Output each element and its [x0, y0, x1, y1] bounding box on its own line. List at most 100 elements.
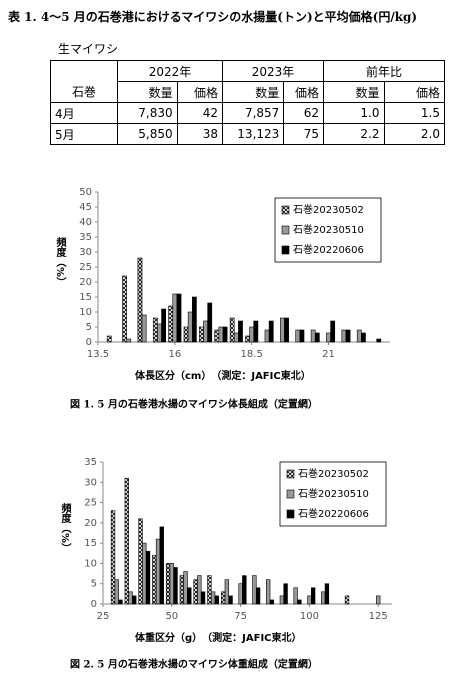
cell: 2.2 [323, 123, 385, 145]
bar [193, 579, 198, 605]
legend-swatch [281, 205, 290, 215]
y-tick-label: 45 [79, 202, 92, 213]
bar [321, 591, 326, 605]
column-header: 価格 [176, 81, 224, 103]
y-tick-label: 0 [91, 599, 97, 610]
bar [326, 332, 331, 343]
bar [307, 595, 312, 605]
bar [222, 326, 228, 343]
x-axis-label: 体長区分（cm） （測定：JAFIC東北） [135, 369, 311, 382]
bar [152, 555, 157, 605]
bar [376, 338, 382, 343]
column-header: 数量 [323, 81, 385, 103]
chart-caption: 図 1. 5 月の石巻港水揚のマイワシ体長組成（定置網） [70, 398, 318, 411]
bar [269, 599, 275, 605]
cell: 4月 [50, 102, 118, 124]
bar [210, 591, 216, 605]
bar [356, 329, 362, 343]
bar [284, 317, 289, 343]
bar [249, 326, 255, 343]
group-header: 2022年 [117, 60, 223, 82]
y-tick-label: 10 [84, 558, 97, 569]
bar [138, 518, 143, 605]
legend-box [274, 197, 382, 263]
cell: 2.0 [383, 123, 445, 145]
bar [197, 575, 202, 605]
bar [299, 329, 305, 343]
bar [200, 591, 206, 605]
bar [245, 335, 250, 343]
legend-label: 石巻20230502 [293, 204, 364, 216]
bar [191, 296, 197, 343]
cell: 38 [176, 123, 224, 145]
cell: 7,857 [221, 102, 285, 124]
table-title: 表 1. 4～5 月の石巻港におけるマイワシの水揚量(トン)と平均価格(円/kg… [8, 10, 418, 24]
bar [218, 326, 224, 343]
cell: 5,850 [117, 123, 178, 145]
bar [124, 477, 129, 605]
bar [228, 595, 233, 605]
bar [255, 587, 261, 605]
x-tick-label: 21 [322, 349, 335, 360]
bar [173, 567, 178, 605]
y-tick-label: 50 [79, 187, 92, 198]
bar [168, 305, 174, 343]
bar [220, 591, 226, 605]
bar [157, 323, 162, 343]
bar [214, 329, 220, 343]
legend-swatch [286, 509, 295, 519]
x-tick-label: 16 [168, 349, 181, 360]
x-tick-label: 50 [165, 611, 178, 622]
bar [268, 320, 274, 343]
bar [238, 320, 243, 343]
bar [297, 599, 302, 605]
bar [345, 329, 351, 343]
bar [159, 526, 164, 605]
bar [199, 326, 204, 343]
bar [128, 591, 133, 605]
corner: 石巻 [50, 81, 118, 103]
bar [110, 510, 116, 605]
bar [203, 320, 208, 343]
y-tick-label: 5 [91, 579, 97, 590]
bar [172, 293, 178, 343]
x-tick-label: 125 [369, 611, 388, 622]
legend-label: 石巻20230510 [293, 224, 364, 236]
bar [169, 563, 174, 605]
legend-swatch [281, 245, 290, 255]
bar [253, 320, 259, 343]
bar [310, 587, 316, 605]
bar [242, 575, 247, 605]
bar [224, 579, 230, 605]
cell: 13,123 [221, 123, 285, 145]
x-tick-label: 100 [300, 611, 319, 622]
table: 2022年 2023年 前年比 石巻 数量 価格 数量 価格 数量 価格 4月 7… [50, 60, 445, 145]
column-header: 数量 [117, 81, 178, 103]
x-axis-label: 体重区分（g） （測定：JAFIC東北） [135, 631, 302, 644]
bar [152, 317, 158, 343]
bar [344, 595, 350, 605]
table-caption: 生マイワシ [58, 42, 119, 56]
bar [155, 538, 161, 605]
bar [361, 332, 366, 343]
y-tick-label: 15 [79, 292, 92, 303]
column-header: 価格 [383, 81, 445, 103]
bar [187, 311, 193, 343]
legend-label: 石巻20220606 [293, 244, 364, 256]
y-tick-label: 30 [84, 477, 97, 488]
cell: 75 [283, 123, 324, 145]
legend-box [279, 461, 387, 527]
y-axis-label: 頻度（%） [59, 502, 72, 553]
bar [183, 326, 189, 343]
bar [122, 275, 127, 343]
bar [137, 257, 143, 343]
legend-swatch [281, 225, 290, 235]
y-tick-label: 25 [79, 262, 92, 273]
bar [283, 583, 288, 605]
y-tick-label: 0 [86, 337, 92, 348]
cell: 7,830 [117, 102, 178, 124]
bar [330, 320, 336, 343]
cell: 42 [176, 102, 224, 124]
